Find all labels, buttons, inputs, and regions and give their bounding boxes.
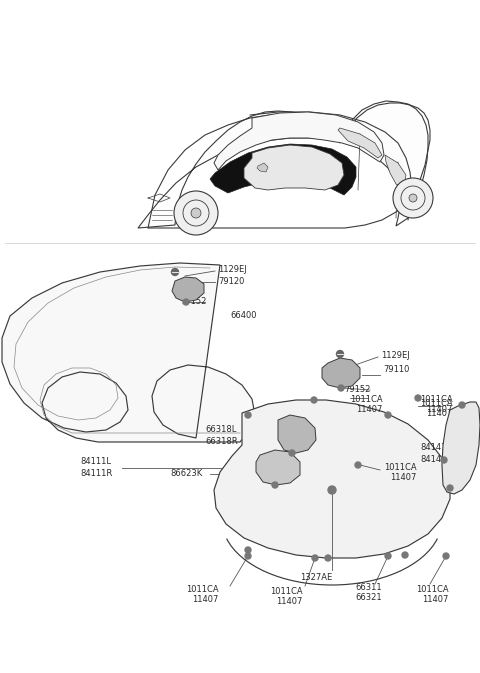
Polygon shape bbox=[257, 163, 268, 172]
Text: 1011CA: 1011CA bbox=[384, 464, 417, 472]
Text: 79152: 79152 bbox=[180, 297, 206, 306]
Circle shape bbox=[191, 208, 201, 218]
Polygon shape bbox=[214, 112, 384, 170]
Circle shape bbox=[171, 269, 179, 275]
Polygon shape bbox=[244, 145, 344, 190]
Text: 84141F: 84141F bbox=[420, 444, 451, 452]
Text: 66318R: 66318R bbox=[205, 437, 238, 446]
Text: 11407: 11407 bbox=[192, 596, 218, 604]
Polygon shape bbox=[2, 263, 255, 442]
Text: 1011CA: 1011CA bbox=[416, 586, 449, 594]
Circle shape bbox=[245, 547, 251, 553]
Text: 66400: 66400 bbox=[230, 310, 256, 320]
Polygon shape bbox=[442, 402, 480, 494]
Circle shape bbox=[415, 395, 421, 401]
Circle shape bbox=[409, 194, 417, 202]
Text: 11407: 11407 bbox=[356, 406, 383, 415]
Text: 1129EJ: 1129EJ bbox=[381, 351, 410, 359]
Circle shape bbox=[441, 457, 447, 463]
Circle shape bbox=[385, 412, 391, 418]
Text: 84142F: 84142F bbox=[420, 456, 451, 464]
Text: 1011CA: 1011CA bbox=[420, 396, 453, 404]
Circle shape bbox=[459, 402, 465, 408]
Circle shape bbox=[338, 385, 344, 391]
Polygon shape bbox=[385, 155, 406, 188]
Text: 79110: 79110 bbox=[383, 365, 409, 374]
Circle shape bbox=[385, 553, 391, 559]
Circle shape bbox=[174, 191, 218, 235]
Circle shape bbox=[355, 462, 361, 468]
Text: 1011CA: 1011CA bbox=[350, 396, 383, 404]
Text: 11407: 11407 bbox=[390, 474, 416, 483]
Text: 11407: 11407 bbox=[422, 596, 448, 604]
Polygon shape bbox=[214, 400, 450, 558]
Polygon shape bbox=[172, 277, 204, 302]
Text: 11407: 11407 bbox=[276, 598, 302, 606]
Text: 86623K: 86623K bbox=[170, 470, 202, 479]
Circle shape bbox=[272, 482, 278, 488]
Text: 79152: 79152 bbox=[344, 386, 371, 394]
Polygon shape bbox=[138, 101, 428, 228]
Circle shape bbox=[447, 485, 453, 491]
Circle shape bbox=[245, 553, 251, 559]
Text: 66311: 66311 bbox=[355, 583, 382, 592]
Text: 1327AE: 1327AE bbox=[300, 573, 332, 583]
Text: 1011CA: 1011CA bbox=[270, 588, 302, 596]
Polygon shape bbox=[210, 144, 356, 195]
Circle shape bbox=[393, 178, 433, 218]
Text: 79120: 79120 bbox=[218, 277, 244, 287]
Polygon shape bbox=[278, 415, 316, 453]
Text: 66318L: 66318L bbox=[205, 425, 236, 435]
Text: 1011CA: 1011CA bbox=[420, 400, 453, 409]
Circle shape bbox=[289, 450, 295, 456]
Circle shape bbox=[328, 486, 336, 494]
Polygon shape bbox=[256, 450, 300, 485]
Text: 66321: 66321 bbox=[355, 594, 382, 602]
Text: 11407: 11407 bbox=[426, 406, 452, 415]
Text: 84111R: 84111R bbox=[80, 470, 112, 479]
Circle shape bbox=[443, 553, 449, 559]
Circle shape bbox=[336, 351, 344, 357]
Circle shape bbox=[245, 412, 251, 418]
Text: 84111L: 84111L bbox=[80, 458, 111, 466]
Polygon shape bbox=[322, 358, 360, 388]
Circle shape bbox=[183, 299, 189, 305]
Text: 1011CA: 1011CA bbox=[186, 586, 218, 594]
Circle shape bbox=[402, 552, 408, 558]
Circle shape bbox=[311, 397, 317, 403]
Polygon shape bbox=[338, 128, 382, 158]
Circle shape bbox=[312, 555, 318, 561]
Circle shape bbox=[325, 555, 331, 561]
Text: 1129EJ: 1129EJ bbox=[218, 266, 247, 275]
Text: 11407: 11407 bbox=[426, 409, 452, 419]
